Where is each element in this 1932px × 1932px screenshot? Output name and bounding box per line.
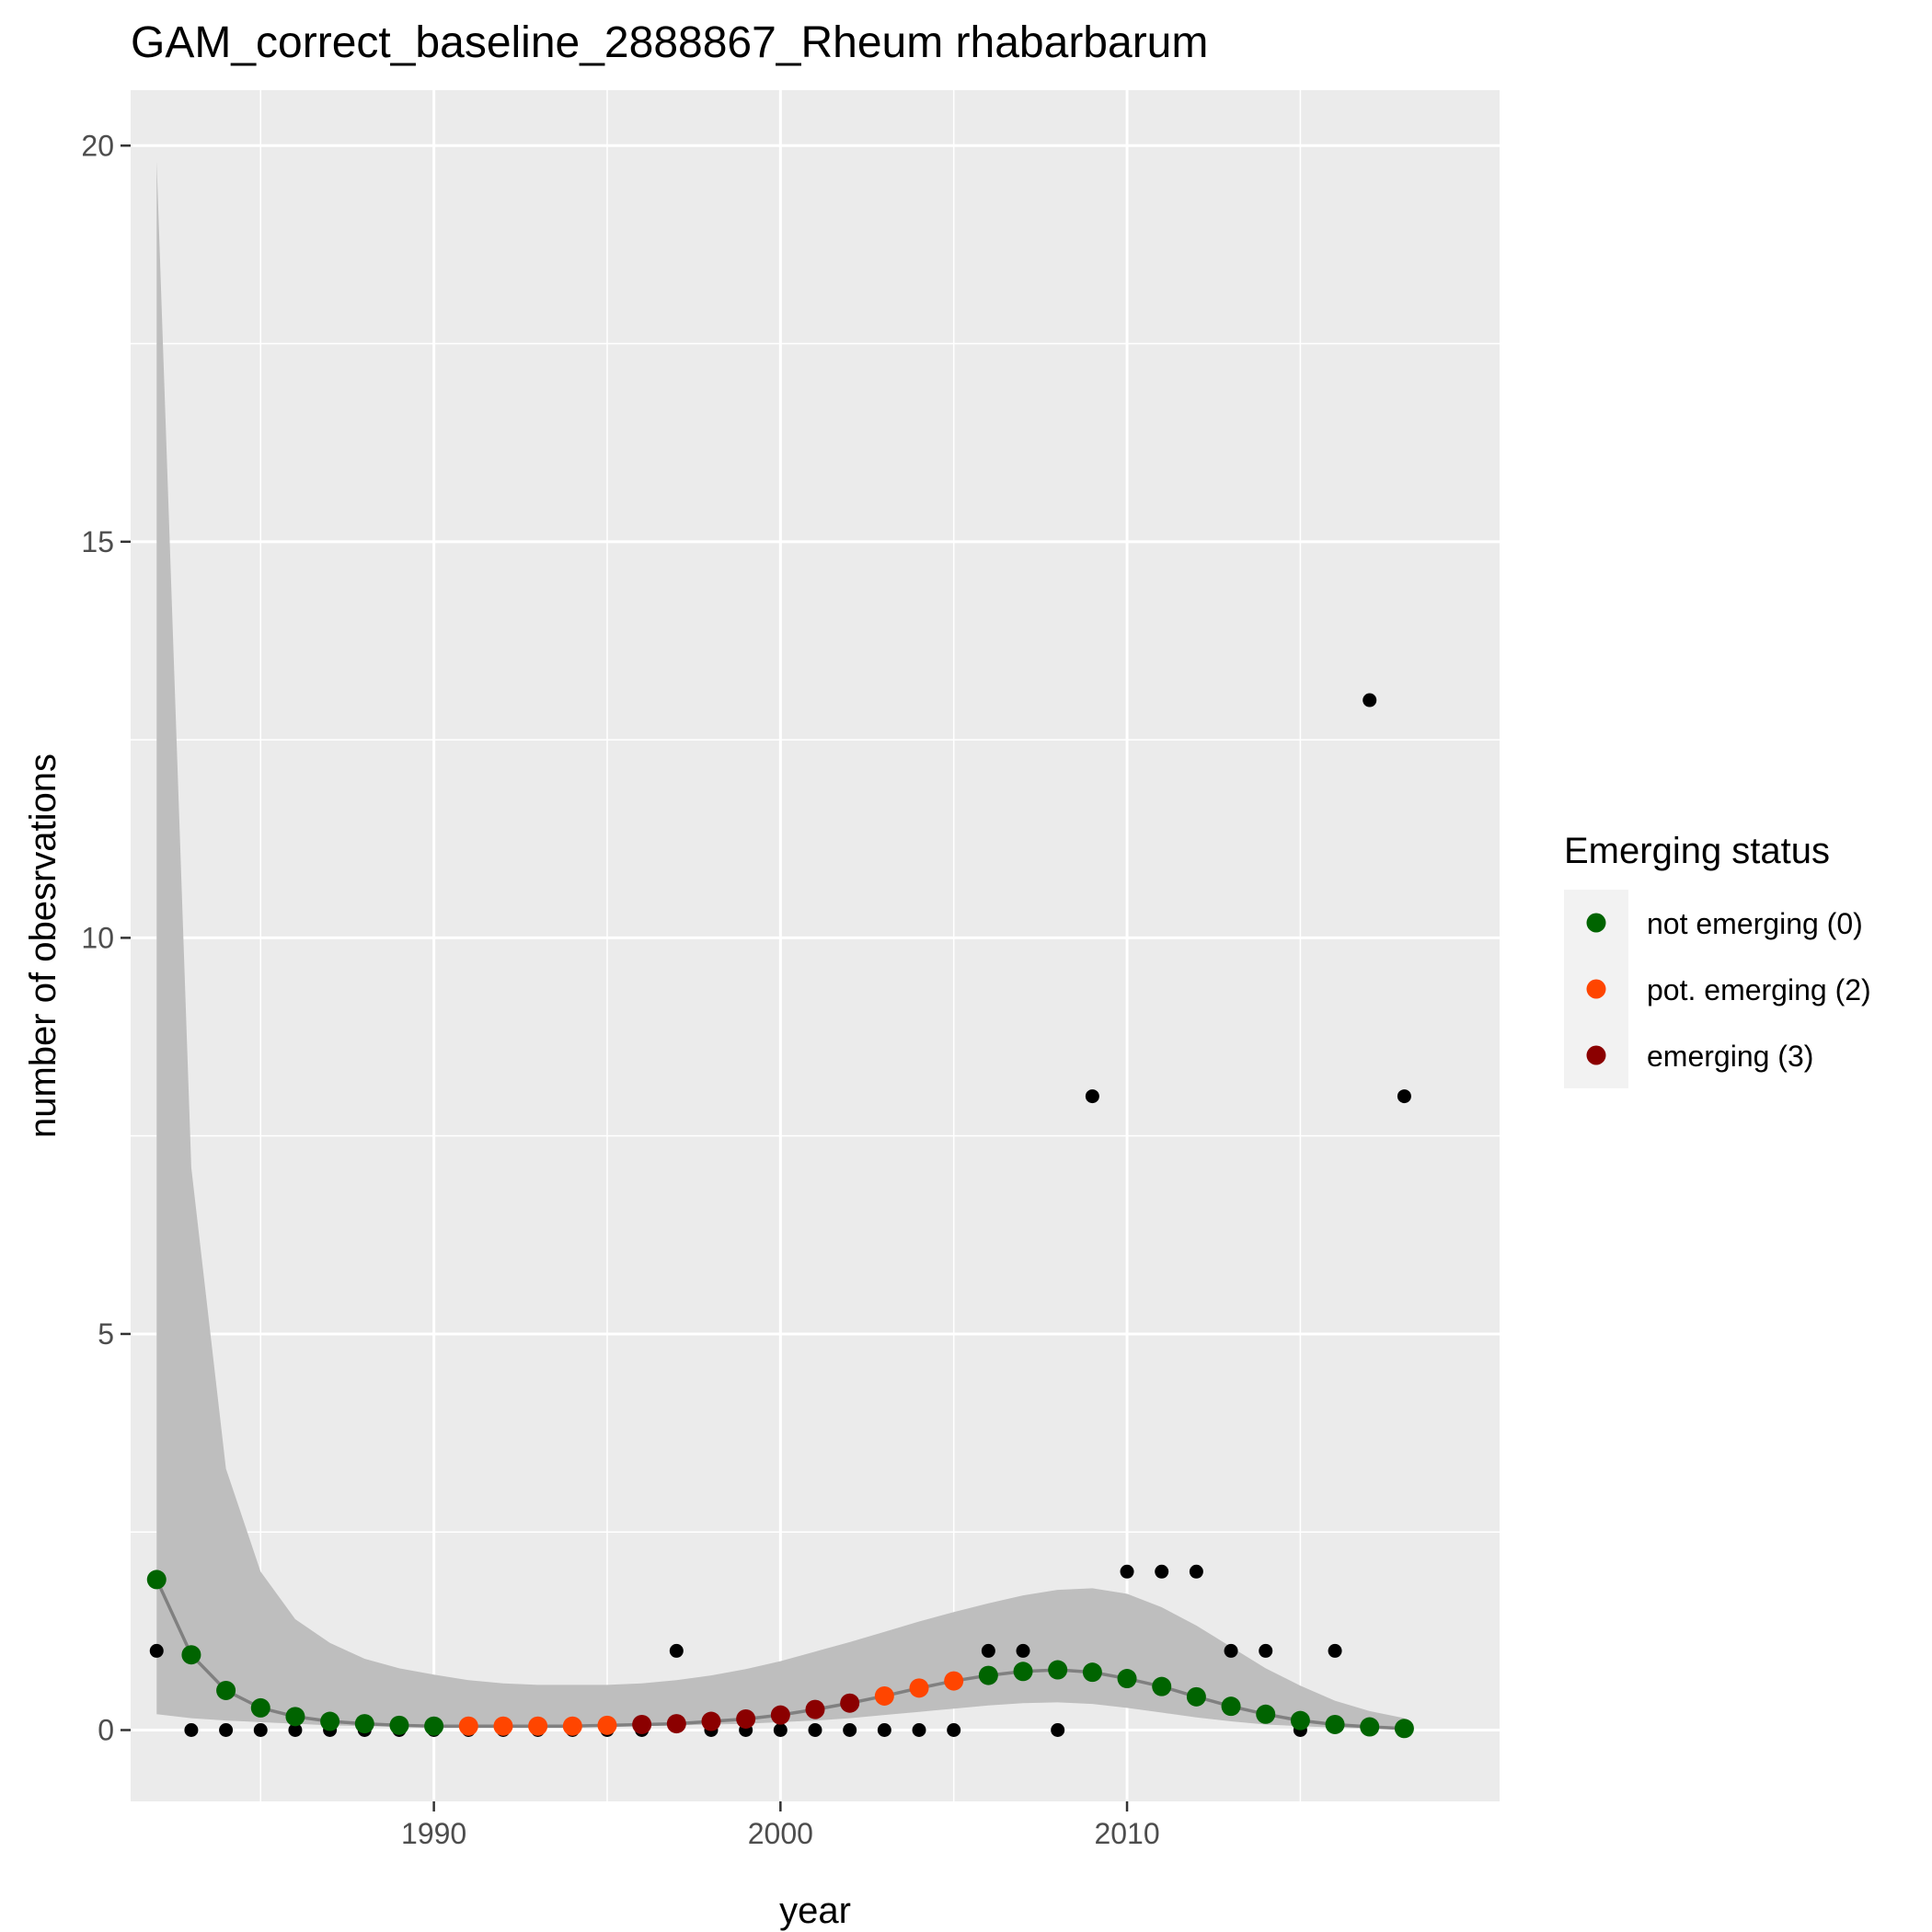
x-tick-label: 2000 bbox=[748, 1817, 813, 1850]
observed-point bbox=[877, 1723, 891, 1737]
fit-point bbox=[493, 1716, 513, 1736]
observed-point bbox=[149, 1643, 164, 1658]
observed-point bbox=[808, 1723, 822, 1737]
fit-point bbox=[1117, 1669, 1137, 1689]
fit-point bbox=[250, 1697, 270, 1718]
fit-point bbox=[736, 1708, 756, 1729]
fit-point bbox=[389, 1715, 409, 1735]
fit-point bbox=[1082, 1662, 1102, 1683]
legend-swatch bbox=[1586, 913, 1606, 933]
fit-point bbox=[632, 1714, 652, 1734]
observed-point bbox=[288, 1723, 303, 1737]
y-tick-label: 10 bbox=[81, 921, 114, 954]
fit-point bbox=[944, 1671, 964, 1691]
y-axis-label: number of obesrvations bbox=[23, 753, 63, 1138]
x-axis: 1990 2000 2010 bbox=[401, 1801, 1160, 1850]
observed-point bbox=[1259, 1643, 1273, 1658]
y-axis: 0 5 10 15 20 bbox=[81, 129, 131, 1747]
grid-minor-lines bbox=[131, 90, 1500, 1801]
fit-point bbox=[1325, 1714, 1345, 1734]
fit-point bbox=[874, 1685, 894, 1706]
fit-point bbox=[320, 1711, 340, 1731]
legend-entries: not emerging (0) pot. emerging (2) emergin… bbox=[1564, 890, 1871, 1088]
observed-point bbox=[1189, 1564, 1203, 1579]
fit-point bbox=[978, 1665, 998, 1685]
y-tick-label: 0 bbox=[98, 1714, 114, 1747]
legend-swatch bbox=[1586, 1045, 1606, 1065]
observed-point bbox=[947, 1723, 961, 1737]
observed-point bbox=[669, 1643, 684, 1658]
fit-point bbox=[1152, 1676, 1172, 1696]
fit-point bbox=[354, 1714, 374, 1734]
fit-point bbox=[1360, 1717, 1380, 1737]
observed-point bbox=[1397, 1089, 1411, 1104]
observed-point bbox=[773, 1723, 788, 1737]
legend-title: Emerging status bbox=[1564, 831, 1830, 871]
chart-title: GAM_correct_baseline_2888867_Rheum rhaba… bbox=[131, 18, 1208, 67]
fit-point bbox=[1290, 1710, 1310, 1731]
observed-point bbox=[219, 1723, 234, 1737]
y-tick-label: 20 bbox=[81, 129, 114, 162]
legend: Emerging status not emerging (0) pot. eme… bbox=[1564, 831, 1871, 1088]
legend-label: emerging (3) bbox=[1647, 1040, 1813, 1073]
fit-point bbox=[1221, 1696, 1241, 1717]
fit-point bbox=[1013, 1662, 1033, 1682]
observed-point bbox=[912, 1723, 926, 1737]
fit-point bbox=[770, 1705, 790, 1725]
observed-point bbox=[1016, 1643, 1030, 1658]
observed-point bbox=[1085, 1089, 1099, 1104]
legend-label: not emerging (0) bbox=[1647, 907, 1863, 940]
fit-point bbox=[701, 1711, 721, 1731]
fit-point bbox=[562, 1716, 582, 1736]
fit-point bbox=[528, 1716, 548, 1736]
fit-point bbox=[666, 1714, 686, 1734]
y-tick-label: 15 bbox=[81, 525, 114, 558]
plot-panel bbox=[131, 90, 1500, 1801]
observed-point bbox=[1224, 1643, 1238, 1658]
observed-point bbox=[1155, 1564, 1169, 1579]
legend-swatch bbox=[1586, 979, 1606, 999]
fit-point bbox=[458, 1716, 478, 1736]
observed-point bbox=[253, 1723, 268, 1737]
x-axis-label: year bbox=[779, 1891, 851, 1931]
fit-point bbox=[597, 1715, 617, 1735]
legend-label: pot. emerging (2) bbox=[1647, 973, 1871, 1006]
observed-point bbox=[1120, 1564, 1134, 1579]
observed-point bbox=[1363, 693, 1377, 707]
x-tick-label: 2010 bbox=[1094, 1817, 1159, 1850]
fit-point bbox=[146, 1570, 167, 1590]
fit-point bbox=[424, 1716, 444, 1736]
fit-point bbox=[1394, 1719, 1414, 1739]
fit-point bbox=[805, 1699, 825, 1719]
observed-point bbox=[843, 1723, 857, 1737]
fit-point bbox=[840, 1693, 860, 1713]
fit-point bbox=[1256, 1704, 1276, 1724]
observed-point bbox=[1051, 1723, 1065, 1737]
fit-point bbox=[1186, 1686, 1206, 1707]
observed-point bbox=[981, 1643, 995, 1658]
fit-point bbox=[909, 1678, 929, 1698]
observed-point bbox=[184, 1723, 199, 1737]
fit-point bbox=[1048, 1660, 1068, 1680]
fit-point bbox=[216, 1680, 236, 1700]
x-tick-label: 1990 bbox=[401, 1817, 466, 1850]
observed-point bbox=[1328, 1643, 1342, 1658]
fit-point bbox=[285, 1707, 305, 1727]
fit-points-layer bbox=[146, 1570, 1414, 1739]
fit-point bbox=[181, 1645, 201, 1665]
y-tick-label: 5 bbox=[98, 1317, 114, 1351]
